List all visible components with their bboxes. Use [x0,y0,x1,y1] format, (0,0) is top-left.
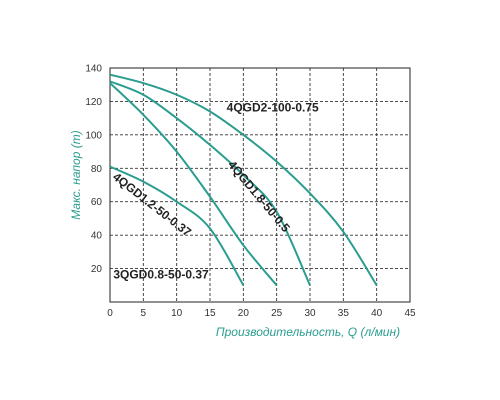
axis-ticks: 0 5 10 15 20 25 30 35 40 45 20 40 60 80 100 120 140 [85,64,416,320]
x-tick-label: 15 [204,308,216,319]
curve-label: 4QGD1.8-50-0.5 [225,158,293,235]
y-axis-label: Макс. напор (m) [69,130,83,219]
x-tick-label: 20 [238,308,250,319]
y-tick-label: 20 [91,264,103,275]
x-tick-label: 0 [107,308,113,319]
plot-border [109,67,411,303]
x-tick-label: 25 [271,308,283,319]
curve-3QGD0.8-50-0.37 [109,165,245,286]
y-tick-label: 40 [91,231,103,242]
plot-frame [109,67,411,303]
x-axis-label: Производительность, Q (л/мин) [216,325,400,339]
grid [110,68,410,302]
curve-4QGD1.8-50-0.5 [109,80,311,286]
curve-label: 3QGD0.8-50-0.37 [113,268,209,282]
x-tick-label: 30 [304,308,316,319]
x-tick-label: 10 [171,308,183,319]
x-tick-label: 35 [338,308,350,319]
y-tick-label: 140 [85,64,102,75]
curve-4QGD2-100-0.75 [109,73,378,286]
curve-label: 4QGD2-100-0.75 [227,100,319,114]
y-tick-label: 120 [85,97,102,108]
y-tick-label: 80 [91,164,103,175]
x-tick-label: 45 [404,308,416,319]
y-tick-label: 100 [85,130,102,141]
y-tick-label: 60 [91,197,103,208]
x-tick-label: 40 [371,308,383,319]
curve-labels: 4QGD2-100-0.754QGD1.8-50-0.54QGD1.2-50-0… [110,100,319,281]
performance-curves [109,73,378,286]
curve-4QGD1.2-50-0.37 [109,82,278,286]
x-tick-label: 5 [141,308,147,319]
